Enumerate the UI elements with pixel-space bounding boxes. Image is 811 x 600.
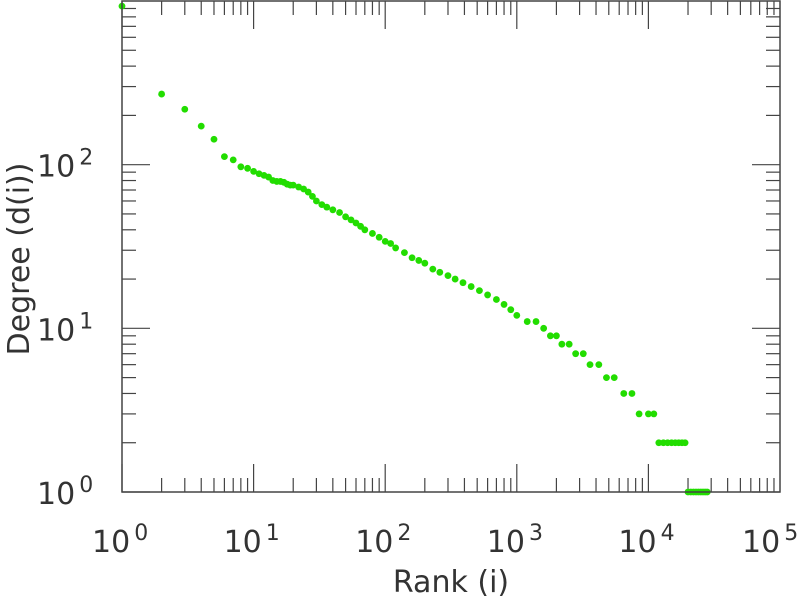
data-point [532, 318, 540, 325]
x-tick-label: 10 5 [742, 521, 798, 560]
x-tick-labels: 10 0 10 1 10 2 10 3 10 4 10 5 [92, 521, 798, 560]
data-point [429, 265, 437, 273]
data-point [309, 192, 316, 200]
data-point [565, 340, 573, 348]
data-point [342, 213, 349, 221]
data-point [323, 203, 331, 211]
data-point [451, 275, 459, 283]
data-point [610, 374, 618, 382]
y-tick-label-base: 10 [37, 477, 75, 512]
data-point [415, 257, 423, 264]
y-tick-label-exponent: 2 [79, 146, 93, 171]
x-axis-label: Rank (i) [393, 565, 509, 600]
data-point [650, 410, 658, 418]
data-point [221, 153, 228, 161]
x-tick-label-exponent: 2 [397, 521, 411, 546]
data-point [513, 311, 521, 319]
data-point [444, 272, 452, 279]
data-point [467, 283, 475, 290]
x-tick-label: 10 0 [92, 521, 148, 560]
data-point [229, 156, 237, 164]
y-tick-label: 10 1 [37, 309, 93, 348]
data-point [553, 332, 560, 340]
y-tick-label: 10 2 [37, 146, 93, 185]
data-point [476, 287, 483, 295]
data-point [347, 216, 355, 224]
y-tick-label-exponent: 1 [79, 309, 93, 334]
data-point [408, 254, 416, 262]
data-point [369, 230, 376, 237]
data-point [459, 279, 467, 287]
x-tick-label-exponent: 0 [134, 521, 148, 546]
x-tick-label-base: 10 [92, 525, 130, 560]
data-point [421, 259, 429, 267]
x-tick-label-exponent: 1 [266, 521, 280, 546]
data-point [628, 390, 636, 397]
x-tick-label-base: 10 [355, 525, 393, 560]
x-tick-label: 10 2 [355, 521, 411, 560]
data-point [312, 197, 320, 205]
data-point [507, 306, 515, 314]
data-point [336, 209, 343, 216]
data-point [329, 206, 337, 214]
data-point [158, 90, 166, 98]
data-point [375, 233, 383, 241]
data-point [381, 237, 389, 245]
x-tick-label-exponent: 4 [661, 521, 675, 546]
data-point [244, 164, 251, 172]
y-axis-label: Degree (d(i)) [2, 163, 37, 356]
data-point [484, 291, 492, 299]
y-tick-label-base: 10 [37, 313, 75, 348]
x-tick-label-exponent: 5 [784, 521, 798, 546]
data-point [210, 135, 218, 143]
data-point [197, 122, 205, 130]
x-tick-label: 10 4 [618, 521, 674, 560]
data-point [572, 350, 580, 358]
data-point [237, 163, 245, 171]
x-tick-label-exponent: 3 [529, 521, 543, 546]
data-point [558, 340, 566, 348]
y-tick-label-base: 10 [37, 150, 75, 185]
data-point [304, 188, 312, 196]
x-tick-label-base: 10 [618, 525, 656, 560]
data-point [500, 301, 508, 308]
data-point [523, 318, 531, 325]
data-point [540, 324, 548, 332]
x-tick-label: 10 1 [224, 521, 280, 560]
data-point [250, 167, 257, 175]
data-point [645, 410, 652, 418]
x-tick-label-base: 10 [742, 525, 780, 560]
data-point [392, 244, 400, 252]
x-tick-label: 10 3 [487, 521, 543, 560]
data-point [586, 361, 594, 369]
data-point [603, 374, 610, 382]
y-tick-label-exponent: 0 [79, 473, 93, 498]
data-point [181, 105, 189, 113]
x-tick-label-base: 10 [487, 525, 525, 560]
data-point [620, 390, 628, 397]
tick-marks [121, 1, 780, 493]
data-point [387, 240, 395, 247]
data-point [289, 181, 297, 189]
data-point [361, 226, 369, 234]
data-point [493, 296, 500, 303]
data-point [436, 268, 444, 276]
y-tick-label: 10 0 [37, 473, 93, 512]
x-tick-label-base: 10 [224, 525, 262, 560]
data-point [579, 350, 587, 358]
data-point [681, 439, 689, 447]
data-point [546, 332, 554, 340]
data-points [118, 2, 711, 496]
data-point [635, 410, 643, 418]
data-point [595, 361, 603, 369]
data-point [401, 249, 408, 257]
plot-frame [121, 0, 781, 493]
